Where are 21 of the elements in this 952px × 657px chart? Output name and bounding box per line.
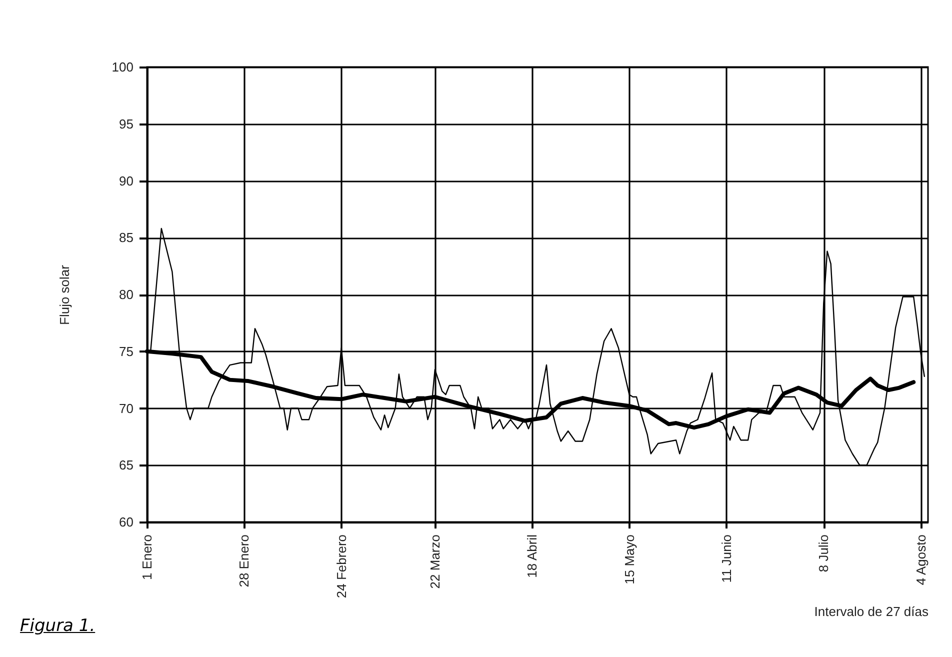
x-tick-label: 28 Enero bbox=[236, 534, 252, 588]
y-tick-label: 85 bbox=[119, 230, 134, 246]
y-tick-label: 70 bbox=[119, 400, 134, 416]
x-tick-label: 1 Enero bbox=[140, 534, 154, 580]
x-tick-label: 24 Febrero bbox=[334, 534, 349, 598]
x-axis-title: Intervalo de 27 días bbox=[814, 604, 929, 620]
y-tick-label: 100 bbox=[112, 60, 134, 74]
text: Figura 1. bbox=[20, 616, 96, 636]
y-tick-label: 75 bbox=[119, 344, 134, 359]
y-tick-label: 95 bbox=[119, 116, 134, 132]
x-tick-label: 18 Abril bbox=[524, 534, 540, 578]
y-axis-title: Flujo solar bbox=[56, 264, 72, 325]
x-tick-label: 11 Junio bbox=[718, 534, 734, 583]
x-tick-label: 22 Marzo bbox=[427, 534, 442, 589]
y-tick-label: 80 bbox=[119, 287, 134, 302]
x-tick-label: 8 Julio bbox=[816, 534, 832, 572]
y-tick-label: 90 bbox=[119, 173, 134, 188]
x-tick-label: 4 Agosto bbox=[913, 534, 928, 586]
y-tick-label: 65 bbox=[119, 458, 134, 473]
x-tick-label: 15 Mayo bbox=[622, 534, 637, 584]
y-tick-label: 60 bbox=[119, 514, 134, 530]
